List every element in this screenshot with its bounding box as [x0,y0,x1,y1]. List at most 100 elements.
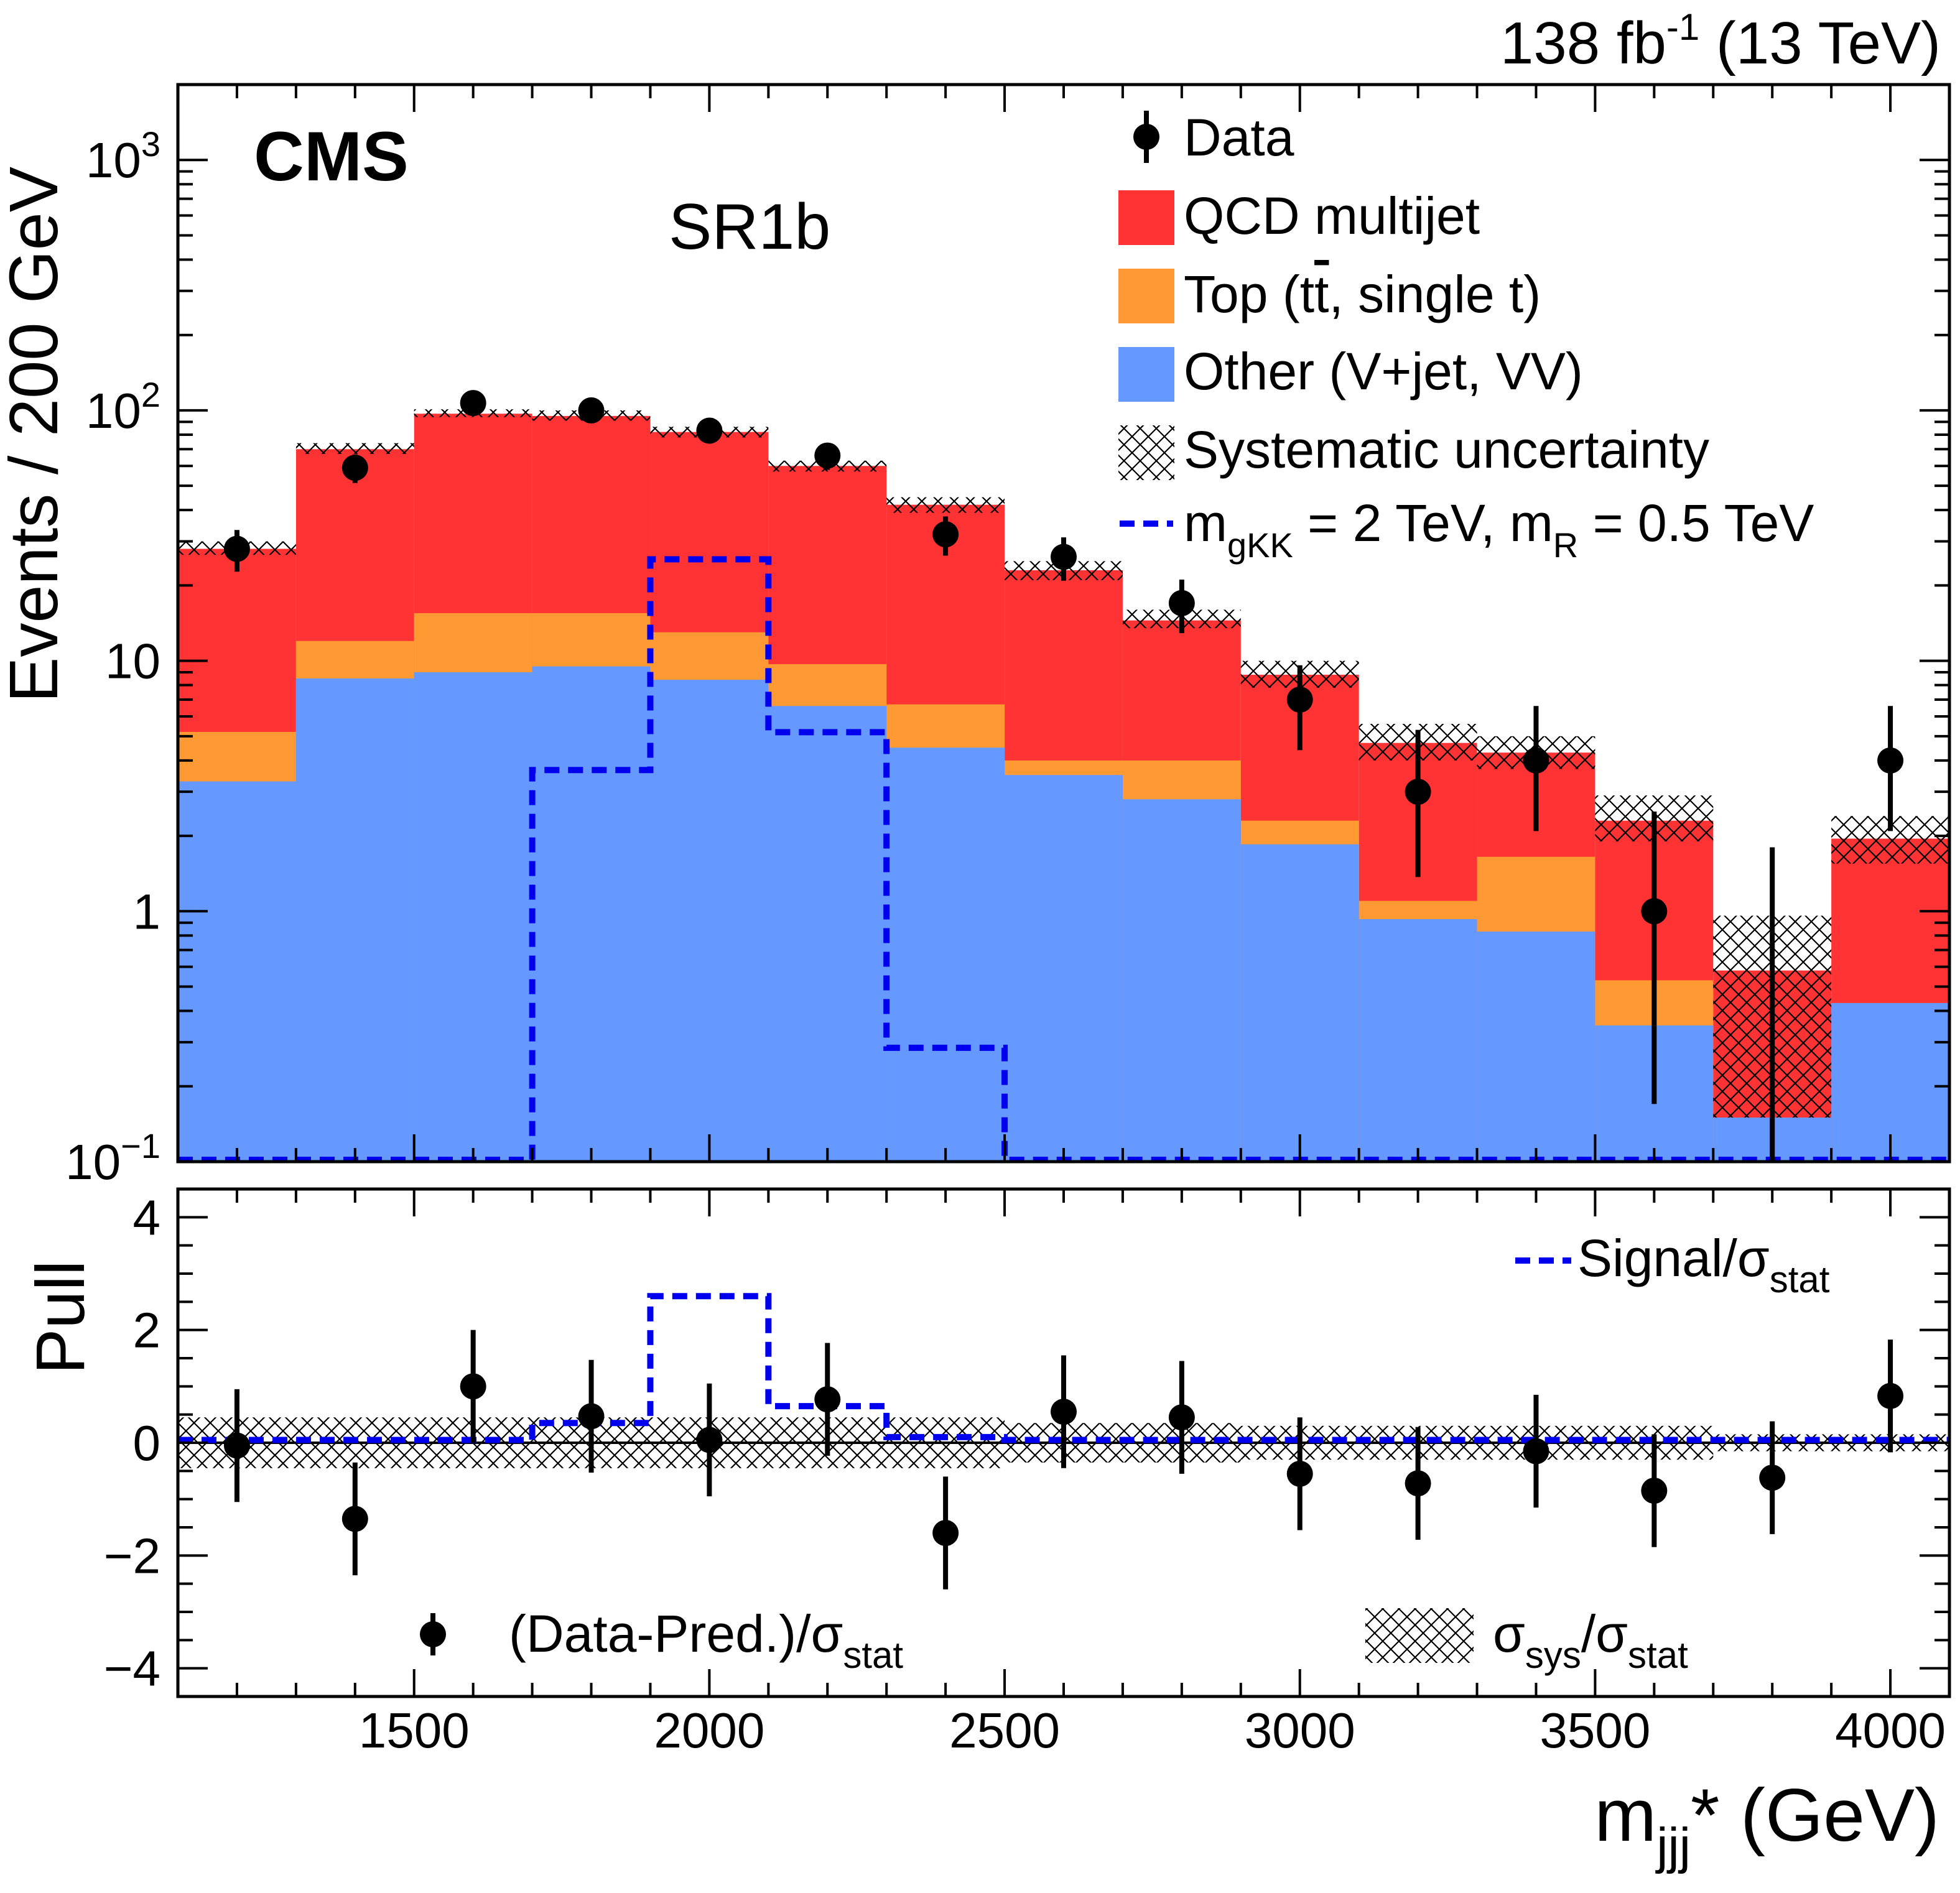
region-label: SR1b [669,191,830,263]
tbar: t [1314,265,1329,323]
bar-other [532,666,651,1162]
y-tick-label: 10−1 [65,1126,160,1190]
legend-entry-signal: mgKK = 2 TeV, mR = 0.5 TeV [1120,494,1814,565]
pull-legend-signal: Signal/σstat [1515,1229,1830,1300]
data-point [814,442,841,469]
bar-other [650,680,769,1162]
legend-swatch-top [1118,269,1174,323]
svg-text:Systematic uncertainty: Systematic uncertainty [1184,420,1709,479]
x-tick-label: 3500 [1540,1703,1650,1758]
y-axis-title-top: Events / 200 GeV [0,167,72,703]
signal-line [178,556,1949,1162]
svg-text:Signal/σstat: Signal/σstat [1577,1229,1830,1300]
data-point [460,390,486,417]
y-tick-label: 102 [86,375,160,438]
bar-other [1359,919,1477,1162]
data-point [1051,544,1077,570]
y-tick-label: 1 [133,884,161,939]
bar-other [768,706,887,1162]
data-point [223,535,250,562]
pull-data-points [223,1330,1904,1590]
pull-legend-swatch-sys [1365,1608,1474,1663]
data-point [341,455,368,481]
legend-entry-data: Data [1133,108,1294,167]
pull-point [1523,1438,1549,1465]
legend-swatch-qcd [1118,190,1174,245]
x-axis-title: mjjj* (GeV) [1594,1774,1939,1874]
x-tick-label: 2500 [949,1703,1060,1758]
data-point [1641,898,1668,925]
stack-bars [178,414,1949,1162]
syst-box [295,443,414,454]
bar-other [1240,844,1359,1162]
pull-y-tick-label: −2 [104,1528,160,1583]
pull-point [578,1403,605,1430]
pull-y-tick-label: 2 [133,1303,161,1358]
data-point [1286,686,1313,713]
pull-legend-sys: σsys/σstat [1365,1604,1688,1676]
pull-point [341,1506,368,1532]
pull-y-tick-label: 0 [133,1415,161,1471]
pull-legend-data: (Data-Pred.)/σstat [420,1604,903,1676]
data-point [578,397,605,423]
syst-box [886,497,1005,513]
x-tick-label: 2000 [654,1703,764,1758]
pull-point [1168,1404,1195,1431]
data-point [696,417,723,444]
data-point [1405,779,1431,805]
data-point [932,521,959,548]
pull-point [223,1432,250,1459]
data-point [1168,590,1195,616]
pull-signal [178,1293,1949,1443]
legend: Data QCD multijet Top (tt, single t) Oth… [1118,108,1814,565]
bar-other [1005,775,1123,1162]
svg-text:Top (tt, single t): Top (tt, single t) [1184,265,1541,323]
legend-entry-syst: Systematic uncertainty [1118,420,1709,480]
pull-point [814,1386,841,1413]
legend-swatch-syst [1118,425,1174,480]
pull-point [460,1373,486,1400]
pull-signal-line [178,1293,1949,1443]
svg-text:mgKK = 2 TeV, mR = 0.5 TeV: mgKK = 2 TeV, mR = 0.5 TeV [1184,494,1814,565]
pull-point [1405,1470,1431,1497]
pull-point [1051,1399,1077,1425]
data-points [223,390,1904,1162]
bar-other [178,781,296,1162]
data-point [1523,747,1549,774]
x-tick-label: 4000 [1835,1703,1946,1758]
legend-swatch-other [1118,347,1174,402]
pull-legend: Signal/σstat (Data-Pred.)/σstat σsys/σst… [420,1229,1830,1676]
x-tick-label: 3000 [1245,1703,1355,1758]
pull-point [932,1520,959,1547]
pull-point [1286,1460,1313,1487]
svg-text:Other (V+jet, VV): Other (V+jet, VV) [1184,342,1583,400]
svg-text:(Data-Pred.)/σstat: (Data-Pred.)/σstat [509,1604,903,1676]
lumi-label: 138 fb-1 (13 TeV) [1500,6,1941,76]
pull-y-tick-label: −4 [104,1641,160,1696]
legend-entry-top: Top (tt, single t) [1118,265,1541,323]
bar-other [295,678,414,1162]
pull-point [1877,1382,1904,1409]
bar-other [886,747,1005,1162]
pull-point [696,1427,723,1453]
bar-other [1122,799,1241,1162]
y-tick-label: 103 [86,124,160,188]
bar-other [1477,931,1595,1162]
bar-other [414,672,532,1162]
cms-label: CMS [254,118,409,195]
svg-text:QCD multijet: QCD multijet [1184,187,1480,245]
signal-histogram [178,556,1949,1162]
legend-entry-other: Other (V+jet, VV) [1118,342,1583,402]
axes: 1500 2000 2500 3000 3500 4000 10−1 1 10 102 103 −4 −… [65,83,1951,1758]
pull-point [1641,1478,1668,1504]
data-point [1877,747,1904,774]
svg-text:Data: Data [1184,108,1294,167]
y-tick-label: 10 [105,634,160,689]
x-tick-label: 1500 [359,1703,470,1758]
legend-entry-qcd: QCD multijet [1118,187,1480,245]
svg-text:σsys/σstat: σsys/σstat [1493,1604,1688,1676]
y-axis-title-bottom: Pull [22,1261,99,1374]
pull-y-tick-label: 4 [133,1190,161,1245]
pull-point [1759,1465,1786,1491]
